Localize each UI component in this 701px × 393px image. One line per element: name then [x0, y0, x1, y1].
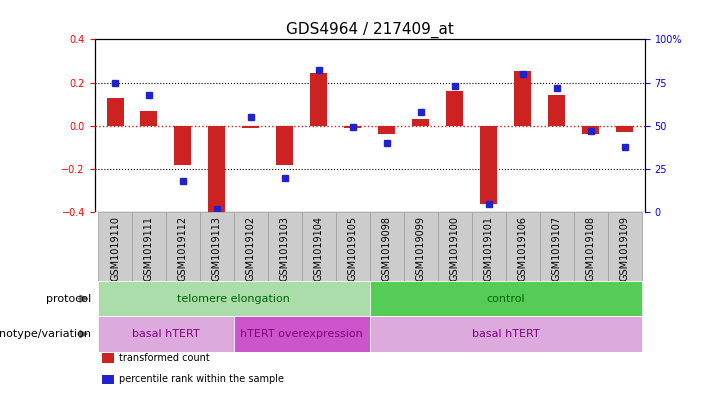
- Bar: [370, 212, 404, 281]
- Bar: [98, 281, 370, 316]
- Bar: [548, 95, 565, 126]
- Text: basal hTERT: basal hTERT: [472, 329, 540, 339]
- Text: GSM1019106: GSM1019106: [517, 216, 528, 281]
- Text: percentile rank within the sample: percentile rank within the sample: [119, 374, 284, 384]
- Bar: [608, 212, 641, 281]
- Text: GSM1019102: GSM1019102: [246, 216, 256, 281]
- Text: control: control: [486, 294, 525, 304]
- Bar: [472, 212, 505, 281]
- Bar: [370, 316, 641, 352]
- Bar: [480, 126, 497, 204]
- Bar: [200, 212, 234, 281]
- Bar: [336, 212, 370, 281]
- Bar: [616, 126, 633, 132]
- Bar: [505, 212, 540, 281]
- Bar: [243, 126, 259, 128]
- Text: basal hTERT: basal hTERT: [132, 329, 200, 339]
- Bar: [98, 316, 234, 352]
- Bar: [208, 126, 226, 212]
- Text: protocol: protocol: [46, 294, 91, 304]
- Text: hTERT overexpression: hTERT overexpression: [240, 329, 363, 339]
- Text: telomere elongation: telomere elongation: [177, 294, 290, 304]
- Text: GSM1019105: GSM1019105: [348, 216, 358, 281]
- Bar: [276, 126, 293, 165]
- Bar: [311, 73, 327, 126]
- Bar: [404, 212, 437, 281]
- Title: GDS4964 / 217409_at: GDS4964 / 217409_at: [286, 22, 454, 38]
- Bar: [98, 212, 132, 281]
- Bar: [166, 212, 200, 281]
- Bar: [582, 126, 599, 134]
- Bar: [302, 212, 336, 281]
- Bar: [412, 119, 429, 126]
- Bar: [437, 212, 472, 281]
- Text: genotype/variation: genotype/variation: [0, 329, 91, 339]
- Bar: [344, 126, 361, 128]
- Text: transformed count: transformed count: [119, 353, 210, 363]
- Text: GSM1019113: GSM1019113: [212, 216, 222, 281]
- Bar: [268, 212, 302, 281]
- Bar: [379, 126, 395, 134]
- Text: GSM1019111: GSM1019111: [144, 216, 154, 281]
- Bar: [234, 212, 268, 281]
- Text: GSM1019101: GSM1019101: [484, 216, 494, 281]
- Bar: [107, 97, 123, 126]
- Bar: [573, 212, 608, 281]
- Text: GSM1019112: GSM1019112: [178, 216, 188, 281]
- Bar: [175, 126, 191, 165]
- Text: GSM1019099: GSM1019099: [416, 216, 426, 281]
- Text: GSM1019109: GSM1019109: [620, 216, 629, 281]
- Text: GSM1019103: GSM1019103: [280, 216, 290, 281]
- Bar: [234, 316, 370, 352]
- Text: GSM1019100: GSM1019100: [450, 216, 460, 281]
- Bar: [514, 71, 531, 126]
- Text: GSM1019108: GSM1019108: [585, 216, 596, 281]
- Bar: [447, 91, 463, 126]
- Bar: [370, 281, 641, 316]
- Bar: [132, 212, 166, 281]
- Bar: [540, 212, 573, 281]
- Text: GSM1019110: GSM1019110: [110, 216, 120, 281]
- Text: GSM1019107: GSM1019107: [552, 216, 562, 281]
- Bar: [140, 111, 158, 126]
- Text: GSM1019104: GSM1019104: [314, 216, 324, 281]
- Text: GSM1019098: GSM1019098: [382, 216, 392, 281]
